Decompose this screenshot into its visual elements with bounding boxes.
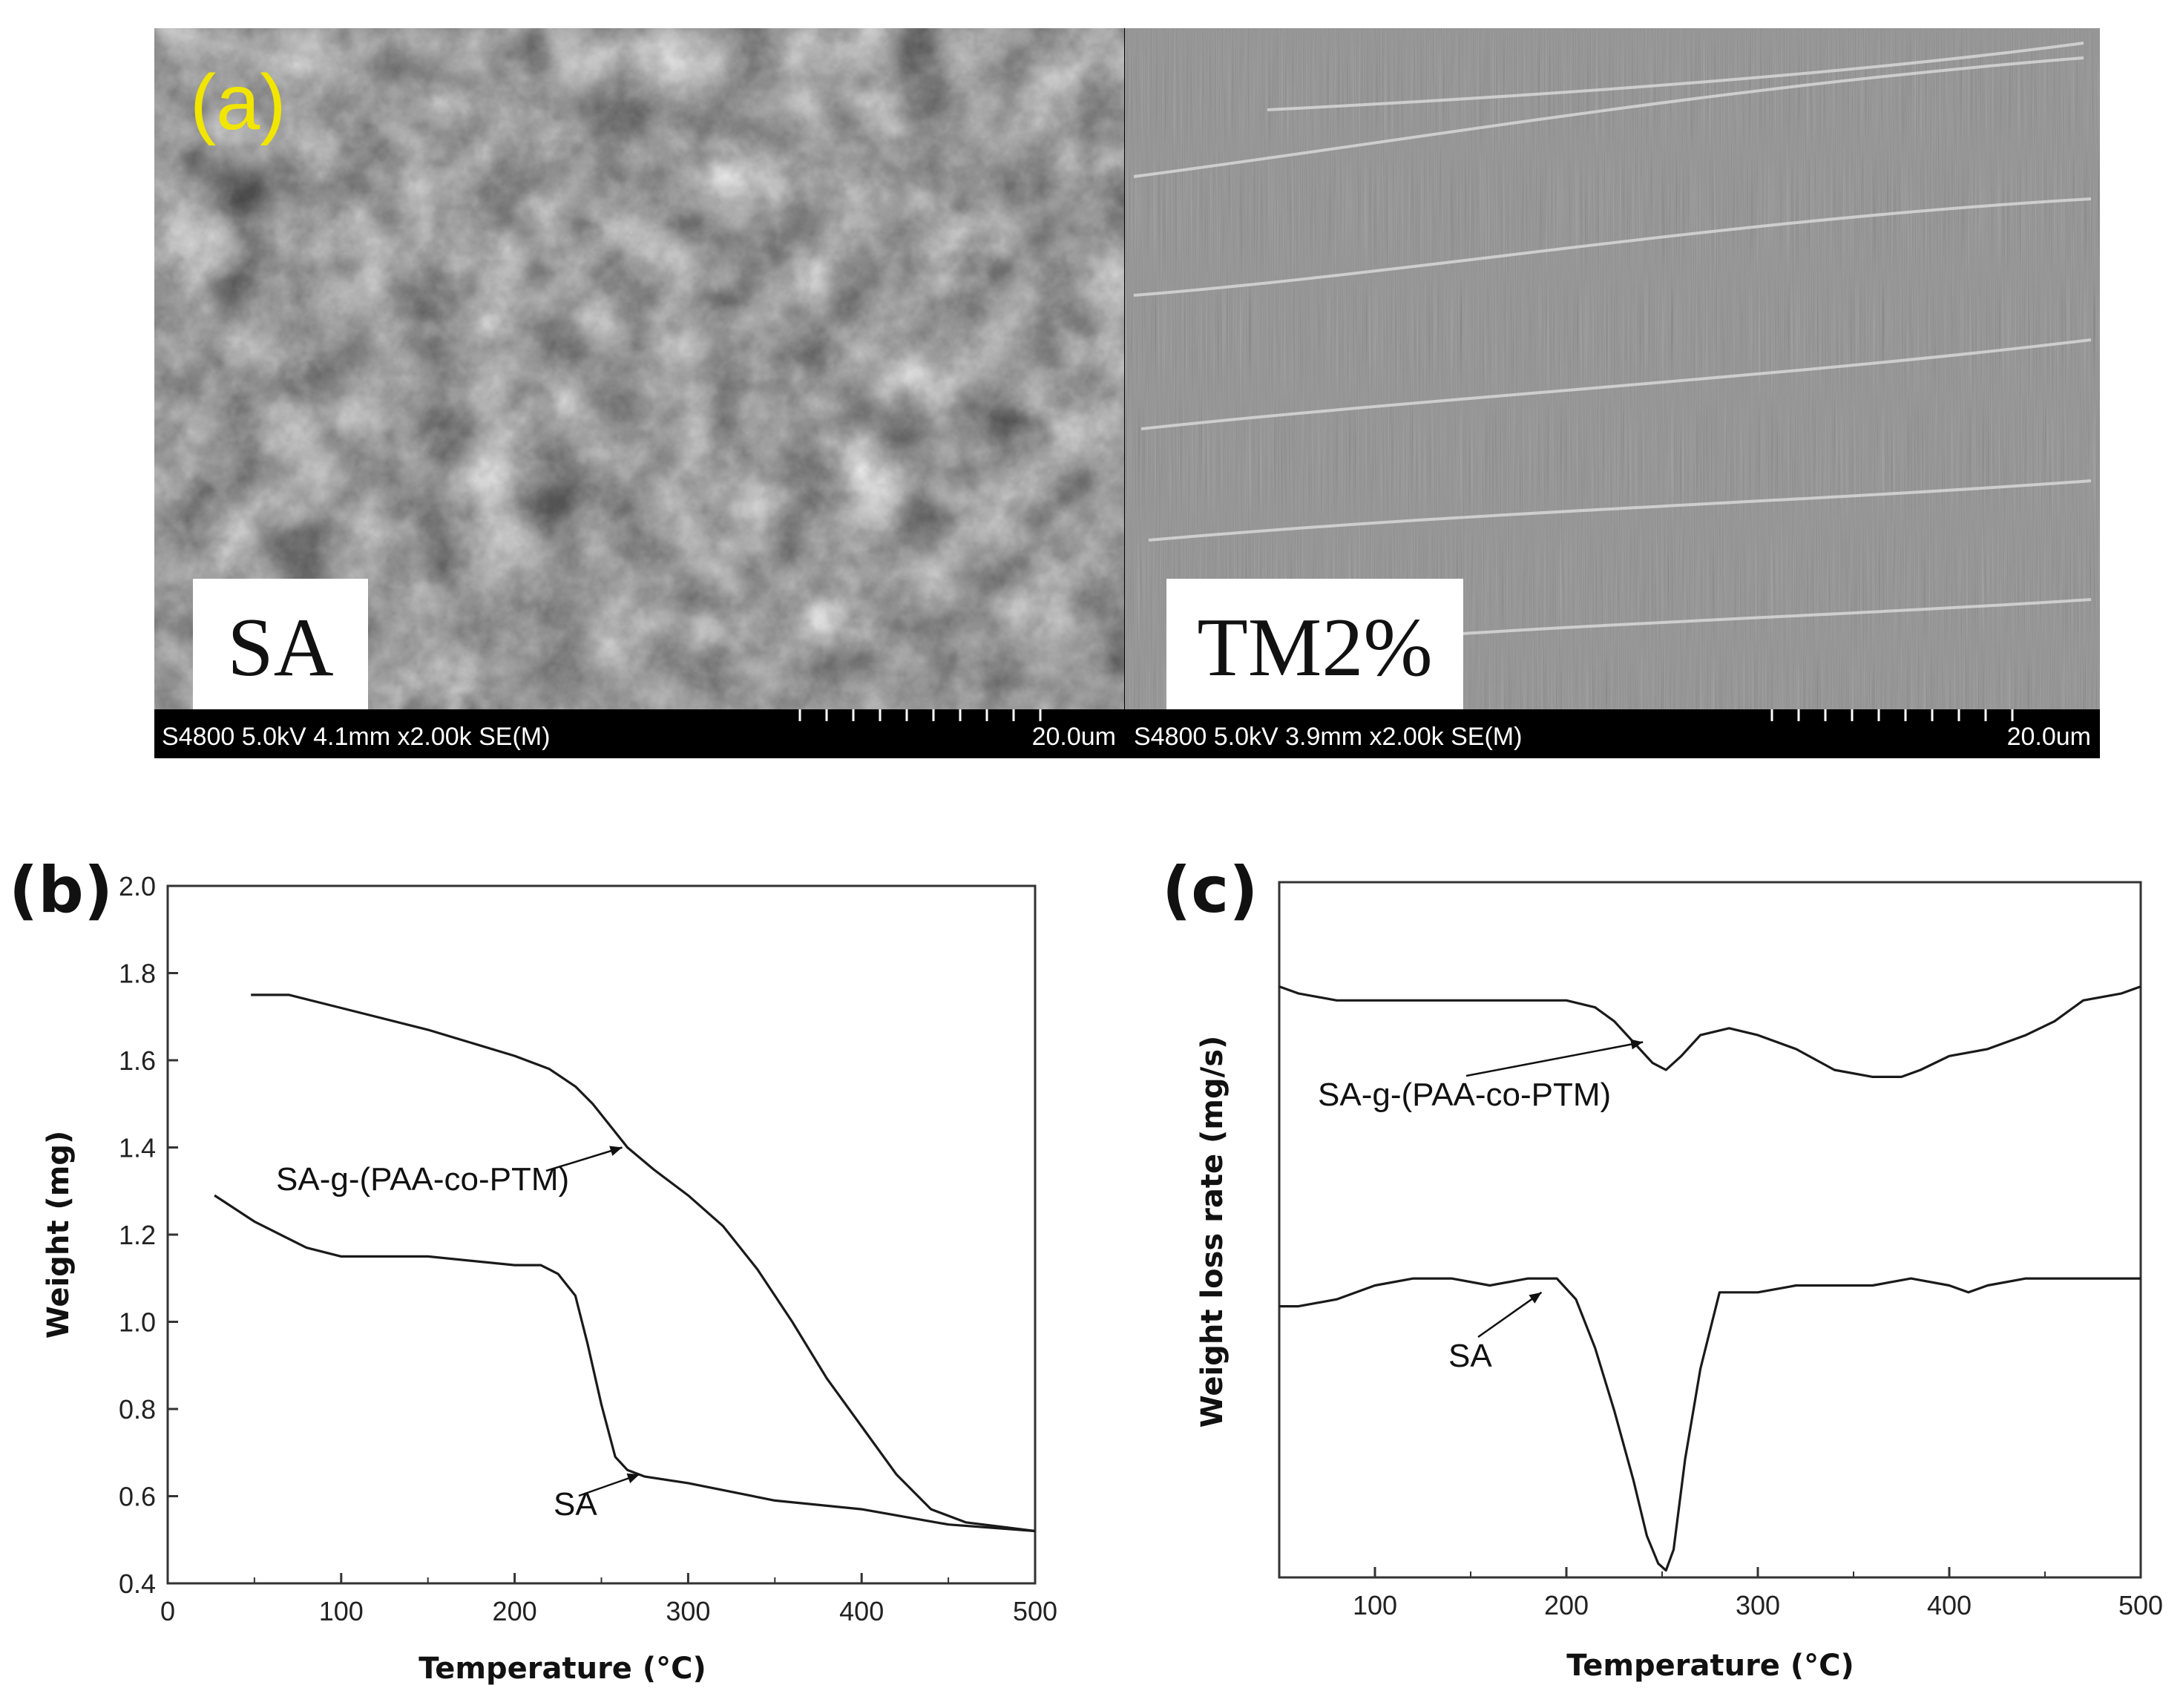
scale-bar-right: 20.0um [2007,723,2091,751]
x-tick-label: 100 [319,1596,364,1626]
x-tick-label: 300 [666,1596,710,1626]
plot-frame [1278,881,2142,1579]
annotation-arrowhead [1529,1292,1542,1304]
annotation-arrowhead [626,1473,640,1484]
panel-a-label: (a) [190,59,286,146]
sem-info-bar [154,709,2100,758]
plot-frame [166,884,1037,1585]
sem-info-right: S4800 5.0kV 3.9mm x2.00k SE(M) [1134,723,1522,751]
y-tick-label: 0.6 [119,1482,156,1512]
y-tick-label: 1.6 [119,1045,156,1076]
y-tick-label: 1.2 [119,1220,156,1250]
series-line-sa-g-paa-co-ptm- [251,993,1036,1533]
y-tick-label: 2.0 [119,871,156,901]
annotation-label: SA [1448,1338,1492,1374]
x-tick-label: 400 [1927,1590,1972,1620]
scale-bar-ticks-left [798,709,1042,721]
panel-c-label: (c) [1162,853,1258,927]
scale-bar-ticks-right [1770,709,2014,721]
y-tick-label: 1.8 [119,959,156,989]
chart-0: 0 100 200 300 400 500 0.4 0.6 0.8 1.0 1.2 1.4 1.6 1.8… [42,871,1057,1686]
y-tick-label: 0.8 [119,1394,156,1425]
sem-info-left: S4800 5.0kV 4.1mm x2.00k SE(M) [162,723,550,751]
sem-sample-label-tm2: TM2% [1197,602,1432,694]
annotation-arrow [545,1146,623,1172]
annotation-arrow [1465,1041,1644,1077]
annotation-label: SA-g-(PAA-co-PTM) [1318,1077,1611,1113]
x-tick-label: 100 [1353,1590,1397,1620]
y-axis-title: Weight (mg) [42,1131,76,1339]
panel-b-label: (b) [9,853,114,927]
sem-images: S4800 5.0kV 4.1mm x2.00k SE(M) 20.0um S4… [154,28,2100,758]
series-line-sa-g-paa-co-ptm- [1278,985,2141,1078]
y-tick-label: 1.4 [119,1133,156,1163]
sem-panel: S4800 5.0kV 4.1mm x2.00k SE(M) 20.0um S4… [154,28,2100,758]
chart-1: 100 200 300 400 500 SA-g-(PAA-co-PTM) SA Temper… [1195,881,2163,1683]
x-tick-label: 400 [839,1596,884,1626]
x-tick-label: 0 [160,1596,175,1626]
x-tick-label: 300 [1736,1590,1780,1620]
y-tick-label: 0.4 [119,1569,156,1599]
x-tick-label: 200 [493,1596,537,1626]
sem-sample-label-sa: SA [227,602,333,694]
annotation-label: SA-g-(PAA-co-PTM) [276,1161,569,1198]
sa-label-box [193,579,368,709]
series-line-sa [1279,1277,2141,1572]
annotation-arrowhead [1630,1039,1644,1050]
x-tick-label: 500 [2118,1590,2163,1620]
x-axis-title: Temperature (°C) [1566,1649,1854,1683]
x-tick-label: 200 [1544,1590,1589,1620]
annotation-arrow [1477,1291,1543,1339]
annotation-arrowhead [609,1146,623,1156]
x-axis-title: Temperature (°C) [418,1652,706,1686]
series-line-sa [214,1194,1036,1533]
sem-streaks [1133,42,2092,638]
y-tick-label: 1.0 [119,1307,156,1338]
x-tick-label: 500 [1013,1596,1057,1626]
y-axis-title: Weight loss rate (mg/s) [1195,1036,1230,1428]
tm2-label-box [1166,579,1463,709]
scale-bar-left: 20.0um [1032,723,1116,751]
